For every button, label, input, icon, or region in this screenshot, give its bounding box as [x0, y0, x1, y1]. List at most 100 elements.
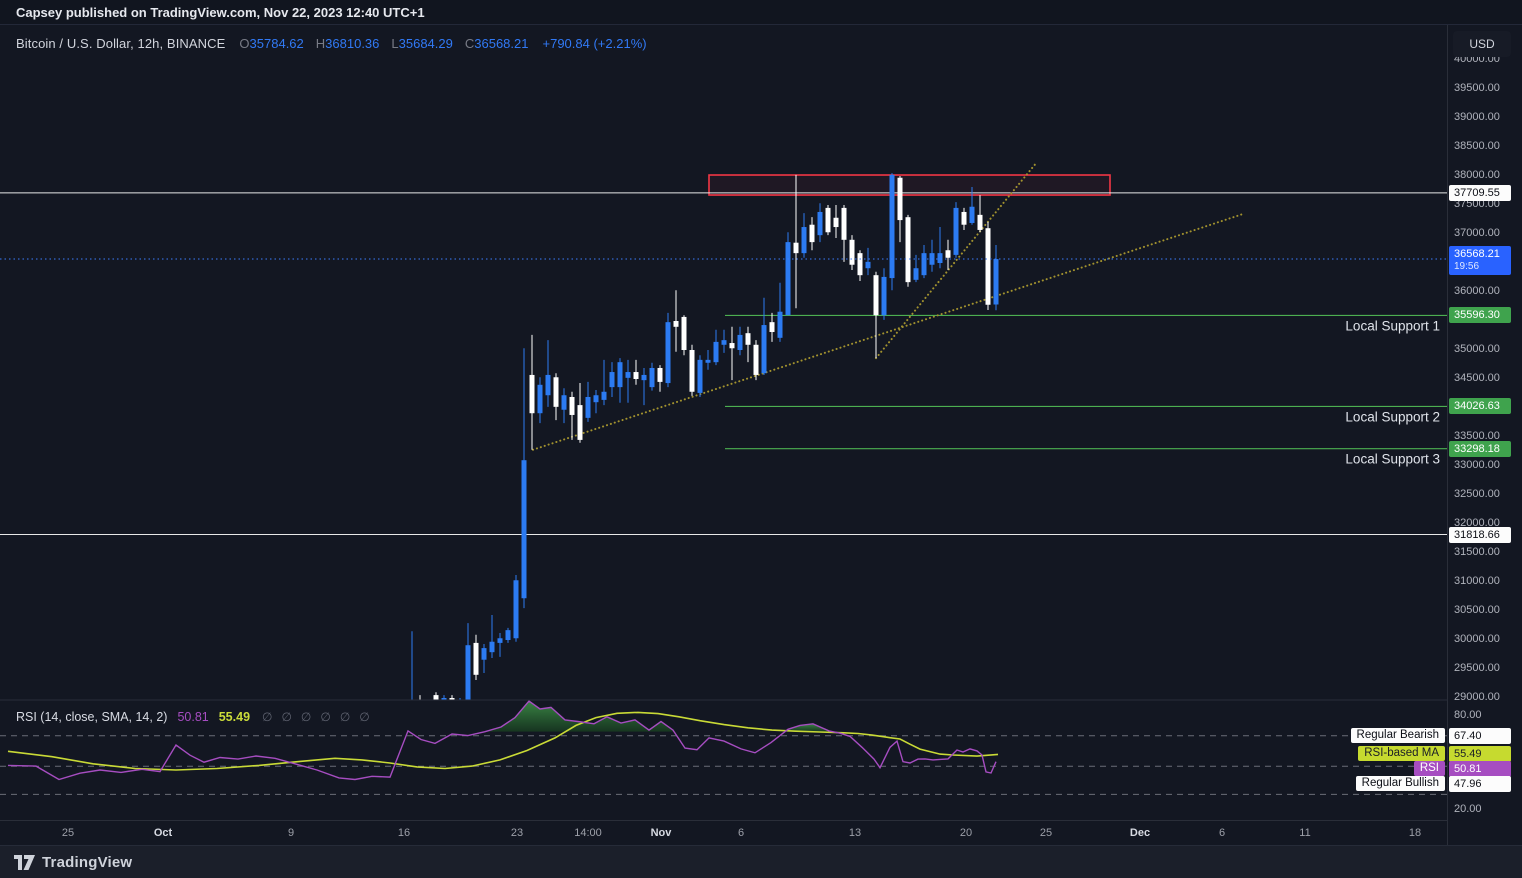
candle-body: [418, 704, 423, 713]
time-tick-14:00: 14:00: [574, 827, 602, 839]
price-tick: 35000.00: [1454, 343, 1500, 355]
candle-body: [873, 275, 879, 316]
price-tick: 39000.00: [1454, 111, 1500, 123]
ohlc-values: O35784.62 H36810.36 L35684.29 C36568.21: [239, 36, 528, 51]
resistance-box: [708, 174, 1111, 196]
price-label-37709.55[interactable]: 37709.55: [1449, 184, 1511, 201]
rsi-tick: 80.00: [1454, 709, 1482, 721]
price-axis-border: [1447, 25, 1448, 845]
tradingview-logo-icon[interactable]: [14, 854, 35, 870]
candle-body: [865, 261, 871, 269]
time-tick-Nov: Nov: [650, 827, 672, 839]
candle-body: [513, 580, 519, 639]
candle-body: [505, 630, 511, 640]
candle-body: [841, 207, 847, 240]
candle-body: [753, 344, 759, 375]
candle-body: [585, 396, 591, 418]
candle-body: [977, 214, 983, 230]
price-tick: 37000.00: [1454, 227, 1500, 239]
price-tick: 31000.00: [1454, 575, 1500, 587]
time-tick-6: 6: [737, 827, 745, 839]
price-label-31818.66[interactable]: 31818.66: [1449, 526, 1511, 543]
candle-body: [649, 367, 655, 388]
candle-body: [497, 638, 503, 643]
support-label-2: Local Support 2: [1345, 409, 1440, 424]
rsi-value-label-47.96[interactable]: 47.96: [1449, 776, 1511, 793]
price-tick: 29000.00: [1454, 691, 1500, 703]
rsi-side-label-rsi-based-ma[interactable]: RSI-based MA: [1358, 746, 1445, 762]
candle-body: [897, 177, 903, 221]
rsi-series: [7, 700, 997, 781]
candle-body: [849, 239, 855, 265]
footer-bar: TradingView: [0, 845, 1522, 878]
price-tick: 30000.00: [1454, 633, 1500, 645]
candle-body: [881, 276, 887, 316]
time-tick-13: 13: [848, 827, 862, 839]
price-label-33298.18[interactable]: 33298.18: [1449, 440, 1511, 457]
main-pane: Local Support 1 Local Support 2 Local Supp…: [0, 161, 1447, 713]
price-tick: 38500.00: [1454, 140, 1500, 152]
rsi-overbought-fill: [785, 723, 833, 732]
price-label-35596.30[interactable]: 35596.30: [1449, 307, 1511, 324]
time-tick-25: 25: [61, 827, 75, 839]
time-tick-6: 6: [1218, 827, 1226, 839]
ohlc-c: C36568.21: [464, 35, 529, 51]
candle-body: [721, 340, 727, 345]
rsi-tick: 20.00: [1454, 803, 1482, 815]
price-tick: 29500.00: [1454, 662, 1500, 674]
price-tick: 31500.00: [1454, 546, 1500, 558]
tradingview-brand[interactable]: TradingView: [42, 853, 133, 871]
price-tick: 37500.00: [1454, 198, 1500, 210]
candle-body: [953, 207, 959, 255]
candle-body: [937, 253, 943, 263]
candle-body: [689, 350, 695, 392]
candle-body: [529, 374, 535, 414]
candle-body: [489, 641, 495, 653]
currency-toggle-button[interactable]: USD: [1453, 31, 1511, 57]
rsi-side-label-rsi[interactable]: RSI: [1413, 761, 1445, 777]
rsi-hidden-values: ∅∅∅∅∅∅: [262, 710, 379, 724]
ohlc-h: H36810.36: [315, 35, 380, 51]
rsi-value-label-55.49[interactable]: 55.49: [1449, 746, 1511, 763]
candle-body: [681, 316, 687, 350]
rsi-side-label-regular-bearish[interactable]: Regular Bearish: [1350, 727, 1445, 743]
time-tick-9: 9: [287, 827, 295, 839]
candle-body: [673, 321, 679, 327]
candle-body: [913, 268, 919, 280]
candle-body: [553, 377, 559, 407]
candle-body: [769, 322, 775, 333]
attribution-text: Capsey published on TradingView.com, Nov…: [16, 4, 425, 20]
rsi-title[interactable]: RSI (14, close, SMA, 14, 2): [16, 710, 168, 724]
candle-body: [729, 343, 735, 349]
price-label-34026.63[interactable]: 34026.63: [1449, 398, 1511, 415]
attribution-bar: Capsey published on TradingView.com, Nov…: [0, 0, 1522, 25]
rsi-ma-series: [7, 711, 999, 771]
candle-body: [657, 367, 663, 382]
candle-body: [433, 695, 439, 700]
rsi-value-label-67.40[interactable]: 67.40: [1449, 727, 1511, 744]
candle-body: [465, 645, 471, 700]
candle-body: [545, 374, 551, 396]
symbol-title[interactable]: Bitcoin / U.S. Dollar, 12h, BINANCE: [16, 35, 226, 51]
time-tick-16: 16: [397, 827, 411, 839]
time-tick-11: 11: [1299, 827, 1311, 839]
symbol-info-bar[interactable]: Bitcoin / U.S. Dollar, 12h, BINANCE O357…: [16, 34, 647, 52]
rsi-side-label-regular-bullish[interactable]: Regular Bullish: [1355, 776, 1445, 792]
rsi-overbought-fill: [485, 701, 674, 732]
rsi-indicator-header[interactable]: RSI (14, close, SMA, 14, 2) 50.81 55.49 …: [16, 709, 379, 725]
candle-body: [665, 322, 671, 384]
candle-body: [601, 391, 607, 400]
candle-body: [969, 206, 975, 223]
price-tick: 30500.00: [1454, 604, 1500, 616]
candle-body: [537, 384, 543, 414]
time-tick-Oct: Oct: [153, 827, 173, 839]
price-label-36568.21[interactable]: 36568.21 19:56: [1449, 246, 1511, 276]
support-label-3: Local Support 3: [1345, 452, 1440, 467]
candle-body: [705, 359, 711, 363]
candle-body: [625, 372, 631, 378]
rsi-value-label-50.81[interactable]: 50.81: [1449, 761, 1511, 778]
candle-body: [641, 374, 647, 381]
candle-body: [473, 642, 479, 675]
time-axis[interactable]: 25 Oct 9 16 23 14:00 Nov 6 13 20 25 Dec 6 11 18: [0, 820, 1447, 845]
